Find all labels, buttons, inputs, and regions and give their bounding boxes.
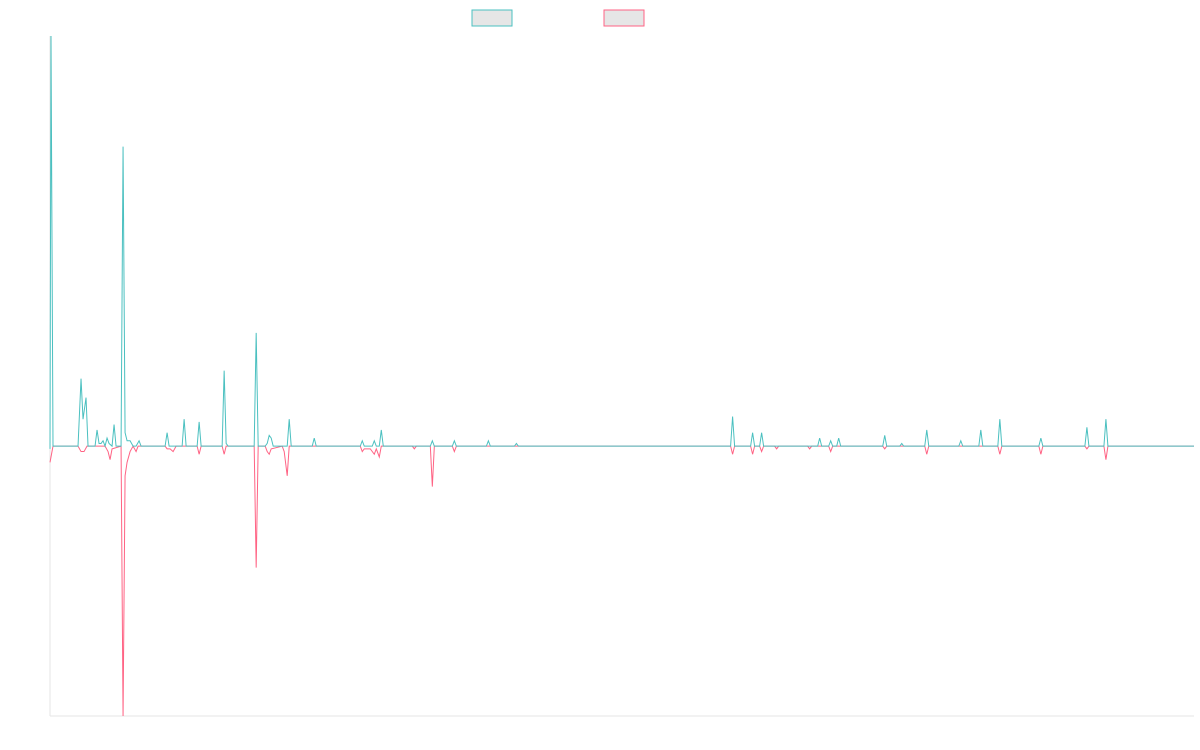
series-1-line [49, 35, 1194, 449]
legend-swatch-series-2[interactable] [603, 9, 645, 27]
axes [49, 36, 1194, 717]
legend [471, 9, 645, 27]
series-2-line [49, 445, 1194, 717]
series-lines [49, 35, 1194, 717]
legend-swatch-series-1[interactable] [471, 9, 513, 27]
